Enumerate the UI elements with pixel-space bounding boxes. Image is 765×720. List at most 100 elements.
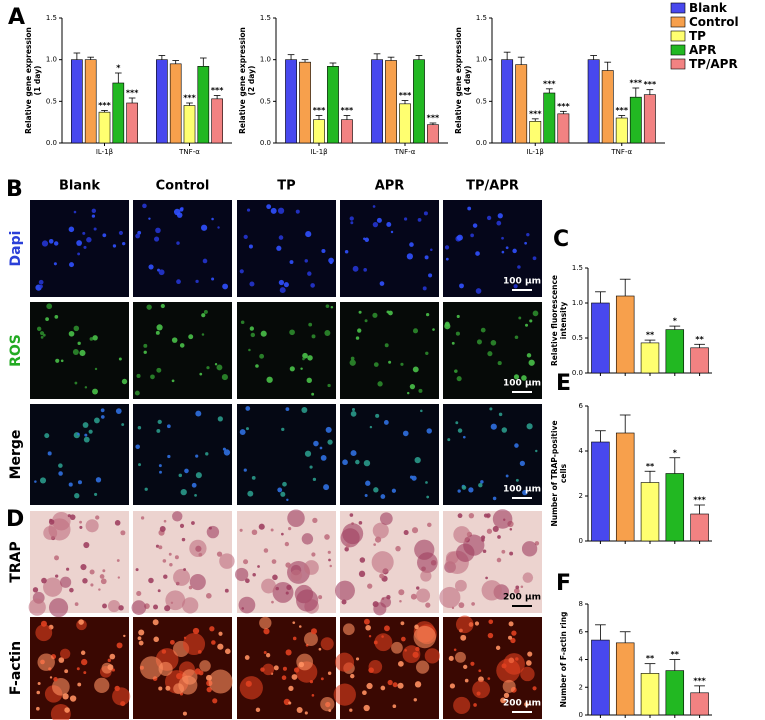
cell-dot xyxy=(363,268,367,272)
cell-dot xyxy=(263,650,267,654)
cell-dot xyxy=(140,516,145,520)
cell-dot xyxy=(334,652,355,672)
y-axis-label: Number of TRAP-positive xyxy=(550,420,559,526)
cell-dot xyxy=(439,586,461,609)
cell-dot xyxy=(281,427,285,432)
cell-dot xyxy=(535,449,538,453)
significance: *** xyxy=(313,106,326,115)
cell-dot xyxy=(432,328,435,331)
cell-dot xyxy=(100,578,107,585)
cell-dot xyxy=(281,532,284,536)
cell-dot xyxy=(498,412,503,417)
significance: *** xyxy=(399,91,412,100)
cell-dot xyxy=(367,583,373,589)
cell-dot xyxy=(513,374,520,380)
cell-dot xyxy=(320,697,335,712)
cell-dot xyxy=(414,624,419,630)
cell-dot xyxy=(426,495,430,499)
cell-dot xyxy=(513,284,518,289)
cell-dot xyxy=(513,588,520,594)
cell-dot xyxy=(327,550,331,554)
cell-dot xyxy=(372,221,379,228)
cell-dot xyxy=(444,323,451,330)
cell-dot xyxy=(388,360,392,364)
cell-dot xyxy=(191,521,195,525)
cell-dot xyxy=(526,353,532,358)
cell-dot xyxy=(102,603,107,609)
cell-dot xyxy=(324,330,331,336)
cell-dot xyxy=(167,454,171,459)
y-axis-label: (4 day) xyxy=(463,66,472,96)
bar xyxy=(285,59,297,144)
cell-dot xyxy=(509,551,514,556)
cell-dot xyxy=(472,680,491,699)
cell-dot xyxy=(461,485,467,490)
cell-dot xyxy=(122,241,126,246)
cell-dot xyxy=(100,415,105,419)
cell-dot xyxy=(189,539,207,558)
y-tick-label: 0 xyxy=(579,711,583,719)
bar xyxy=(299,61,311,144)
cell-dot xyxy=(386,310,390,314)
cell-dot xyxy=(98,588,101,591)
cell-dot xyxy=(273,665,279,671)
y-tick-label: 0.0 xyxy=(46,139,57,147)
cell-dot xyxy=(182,597,199,614)
cell-dot xyxy=(402,430,409,437)
cell-dot xyxy=(136,373,141,379)
bar xyxy=(615,642,635,716)
cell-dot xyxy=(214,363,218,366)
bar xyxy=(126,102,138,144)
column-header: TP xyxy=(277,179,295,194)
cell-dot xyxy=(344,547,349,552)
bar xyxy=(427,124,439,144)
cell-dot xyxy=(285,562,291,568)
cell-dot xyxy=(43,577,63,597)
scale-bar-label: 100 µm xyxy=(503,379,541,389)
cell-dot xyxy=(152,619,159,626)
cell-dot xyxy=(519,460,525,466)
cell-dot xyxy=(325,426,332,433)
cell-dot xyxy=(68,482,73,487)
x-tick-label: TNF-α xyxy=(394,148,416,156)
cell-dot xyxy=(123,634,126,638)
cell-dot xyxy=(178,473,183,478)
cell-dot xyxy=(365,480,371,486)
cell-dot xyxy=(328,558,331,562)
cell-dot xyxy=(369,425,373,429)
y-axis-label: Relative fluorescence xyxy=(550,275,559,366)
cell-dot xyxy=(292,636,297,641)
cell-dot xyxy=(239,429,246,436)
cell-dot xyxy=(485,576,488,580)
cell-dot xyxy=(478,669,482,673)
cell-dot xyxy=(423,211,428,216)
y-tick-label: 1.5 xyxy=(260,14,271,22)
cell-dot xyxy=(80,650,86,656)
cell-dot xyxy=(411,527,419,534)
cell-dot xyxy=(409,475,414,479)
cell-dot xyxy=(173,683,185,695)
cell-dot xyxy=(79,525,83,529)
cell-dot xyxy=(211,277,215,281)
significance: ** xyxy=(646,654,655,663)
cell-dot xyxy=(49,676,53,679)
cell-dot xyxy=(153,636,159,643)
cell-dot xyxy=(495,645,501,651)
cell-dot xyxy=(380,494,386,499)
y-tick-label: 0.5 xyxy=(572,334,583,342)
cell-dot xyxy=(300,367,303,370)
cell-dot xyxy=(112,244,117,248)
cell-dot xyxy=(158,686,163,691)
cell-dot xyxy=(464,678,469,683)
cell-dot xyxy=(243,559,249,565)
cell-dot xyxy=(527,651,533,657)
cell-dot xyxy=(310,283,315,288)
cell-dot xyxy=(138,629,145,636)
cell-dot xyxy=(320,677,324,681)
cell-dot xyxy=(85,519,99,533)
cell-dot xyxy=(386,222,392,227)
cell-dot xyxy=(199,660,211,672)
cell-dot xyxy=(410,593,417,600)
cell-dot xyxy=(146,304,152,310)
